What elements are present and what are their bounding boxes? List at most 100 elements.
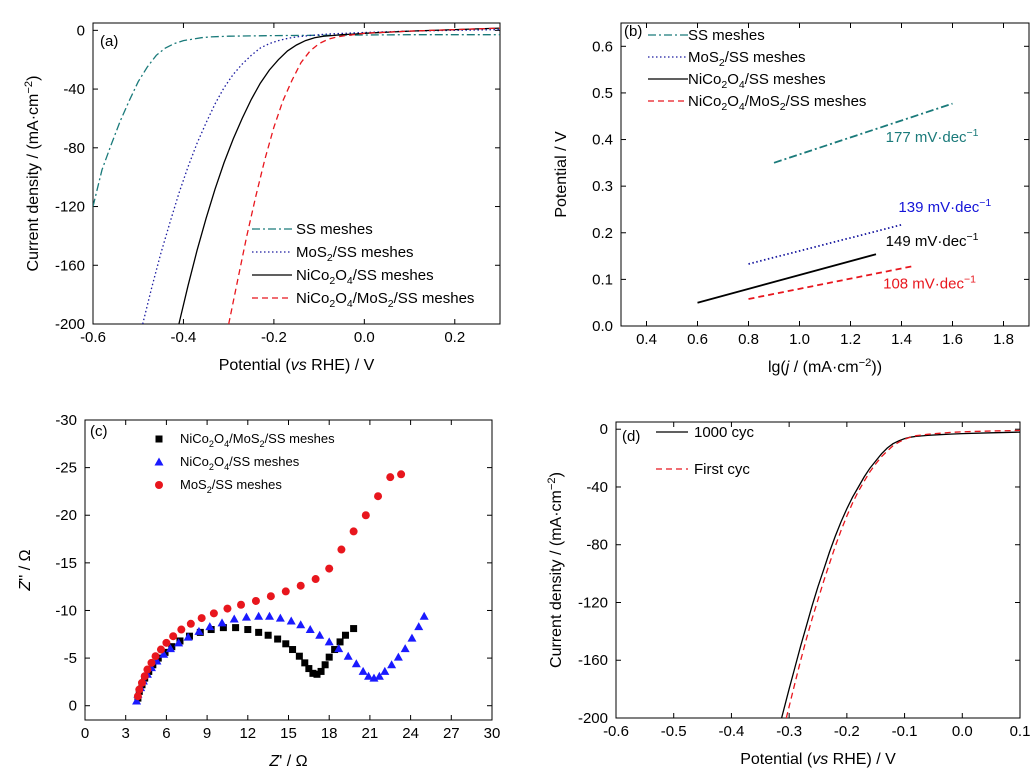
legend-label-part: /MoS: [229, 431, 260, 446]
legend-label-part: MoS: [180, 477, 207, 492]
chart-panel-0: -0.6 -0.4 -0.2 0.0 0.2 0 -40 -80 -120 -160 -200 Pot…: [23, 22, 501, 374]
data-point-square: [309, 669, 317, 677]
panel-label: (b): [624, 23, 642, 40]
legend-label: SS meshes: [688, 27, 765, 44]
slope-annotation-part: 139 mV·dec: [898, 199, 979, 216]
legend-label-part: /SS meshes: [394, 290, 475, 307]
data-point-triangle: [241, 612, 251, 621]
x-tick-label: 1.2: [840, 331, 861, 348]
slope-annotation: 177 mV·dec−1: [886, 127, 979, 146]
slope-annotation: 139 mV·dec−1: [898, 197, 991, 216]
y-tick-label: -120: [55, 199, 85, 216]
x-tick-label: -0.6: [603, 723, 629, 740]
x-tick-label: 0.2: [444, 329, 465, 346]
data-point-circle: [361, 511, 370, 520]
x-axis-label: Z' / Ω: [268, 753, 307, 770]
legend-label-part: NiCo: [688, 71, 721, 88]
y-tick-label: -120: [578, 594, 608, 611]
x-tick-label: 1.8: [993, 331, 1014, 348]
data-point-circle: [386, 473, 395, 482]
y-axis-label-part: Potential / V: [553, 131, 570, 218]
x-tick-label: 1.0: [789, 331, 810, 348]
legend-label-part: First cyc: [694, 461, 750, 478]
legend-label: 1000 cyc: [694, 424, 755, 441]
series-line-0: [780, 431, 1020, 718]
y-tick-label: -40: [586, 479, 608, 496]
legend-label-part: 2: [329, 275, 335, 287]
data-point-triangle: [419, 611, 429, 620]
data-point-circle: [135, 685, 144, 694]
legend-label-part: O: [727, 93, 739, 110]
x-tick-label: 1.6: [942, 331, 963, 348]
data-point-square: [255, 628, 263, 636]
data-point-triangle: [194, 626, 204, 635]
data-point-square: [350, 625, 358, 633]
legend-label-part: /MoS: [353, 290, 388, 307]
slope-annotation-part: −1: [964, 274, 976, 286]
legend-label-part: /SS meshes: [786, 93, 867, 110]
series-line-1: [785, 429, 1020, 718]
panel-label: (d): [622, 428, 640, 445]
chart-panel-3: -0.6 -0.5 -0.4 -0.3 -0.2 -0.1 0.0 0.1 0 -40 -80 -12…: [546, 421, 1030, 768]
legend-label-part: NiCo: [180, 454, 209, 469]
legend-label: NiCo2O4/MoS2/SS meshes: [180, 431, 335, 449]
data-point-square: [317, 667, 325, 675]
y-tick-label: 0: [69, 698, 77, 715]
data-point-triangle: [275, 613, 285, 622]
slope-annotation-part: −1: [967, 231, 979, 243]
legend-marker: [155, 435, 163, 443]
x-axis-label-part: RHE) / V: [307, 357, 375, 374]
legend-label: MoS2/SS meshes: [688, 49, 806, 69]
data-point-triangle: [254, 611, 264, 620]
x-tick-label: 9: [203, 725, 211, 742]
slope-annotation-part: 177 mV·dec: [886, 129, 967, 146]
legend-label-part: O: [335, 290, 347, 307]
y-axis-label-part: −2: [23, 81, 35, 94]
x-tick-label: 0.1: [1010, 723, 1031, 740]
x-tick-label: 6: [162, 725, 170, 742]
y-tick-label: 0: [600, 421, 608, 438]
data-point-triangle: [400, 644, 410, 653]
y-tick-label: 0.5: [592, 85, 613, 102]
legend-label-part: O: [214, 454, 224, 469]
x-axis-label-part: −2: [859, 357, 872, 369]
data-point-circle: [186, 619, 195, 628]
legend-label-part: /SS meshes: [725, 49, 806, 66]
legend-label-part: /SS meshes: [212, 477, 283, 492]
legend-label-part: MoS: [688, 49, 719, 66]
data-point-triangle: [387, 660, 397, 669]
y-axis-label: Z'' / Ω: [17, 549, 34, 591]
legend-label-part: 2: [209, 439, 214, 449]
y-tick-label: -10: [55, 602, 77, 619]
data-point-square: [289, 646, 297, 654]
data-point-triangle: [315, 630, 325, 639]
legend-label-part: /SS meshes: [353, 267, 434, 284]
data-point-square: [282, 640, 290, 648]
legend-label-part: 2: [327, 252, 333, 264]
data-point-square: [305, 665, 313, 673]
x-tick-label: -0.3: [776, 723, 802, 740]
data-point-triangle: [407, 633, 417, 642]
x-tick-label: 27: [443, 725, 460, 742]
legend-label-part: 4: [347, 298, 353, 310]
x-tick-label: 18: [321, 725, 338, 742]
series-line-3: [748, 265, 915, 300]
data-point-square: [336, 638, 344, 646]
data-point-circle: [147, 658, 156, 667]
legend-label-part: NiCo: [296, 267, 329, 284]
y-tick-label: -25: [55, 460, 77, 477]
data-point-triangle: [380, 666, 390, 675]
y-tick-label: 0.4: [592, 132, 613, 149]
slope-annotation-part: −1: [967, 127, 979, 139]
legend-label-part: NiCo: [180, 431, 209, 446]
data-point-triangle: [286, 616, 296, 625]
data-point-square: [264, 631, 272, 639]
x-axis-label-part: vs: [812, 751, 828, 768]
x-tick-label: -0.2: [261, 329, 287, 346]
x-tick-label: 0.0: [952, 723, 973, 740]
legend-label: NiCo2O4/SS meshes: [688, 71, 826, 91]
data-point-circle: [251, 596, 260, 605]
legend-label-part: NiCo: [296, 290, 329, 307]
x-tick-label: 24: [402, 725, 419, 742]
